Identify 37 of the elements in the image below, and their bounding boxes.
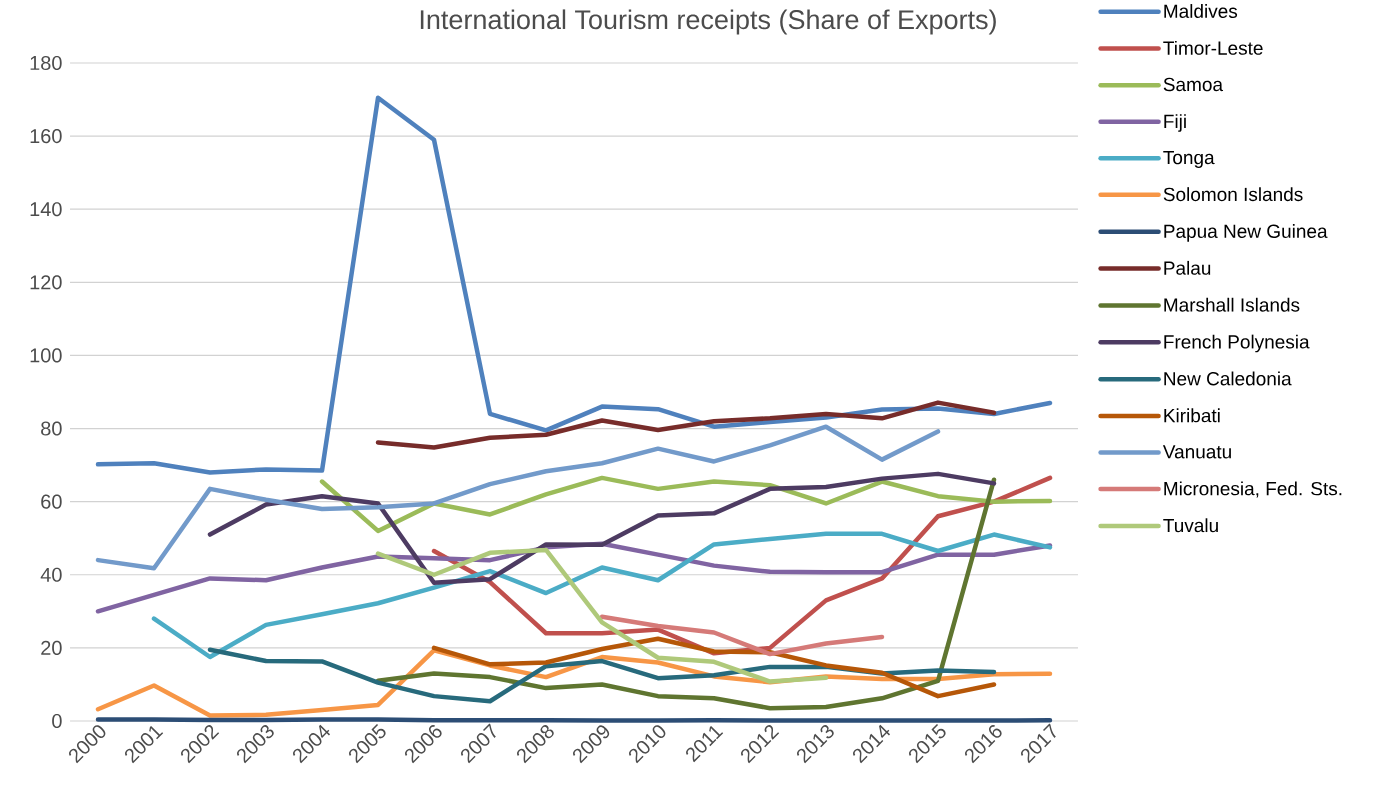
y-tick-label: 120	[30, 275, 62, 290]
legend-label: Samoa	[1163, 77, 1224, 92]
y-tick-label: 140	[30, 202, 62, 217]
y-tick-label: 160	[30, 129, 62, 144]
line-series	[375, 477, 997, 711]
legend-label: Palau	[1164, 260, 1211, 275]
legend-label: Vanuatu	[1162, 445, 1231, 459]
y-tick-label: 100	[30, 348, 62, 363]
legend-label: Tuvalu	[1163, 518, 1218, 533]
legend-label: Fiji	[1164, 114, 1186, 132]
legend-label: French Polynesia	[1164, 334, 1310, 353]
y-tick-label: 0	[52, 713, 62, 729]
line-series	[95, 424, 941, 571]
legend-label: Kiribati	[1164, 408, 1220, 423]
chart-title: International Tourism receipts (Share of Exports)	[420, 9, 996, 35]
line-series	[207, 647, 997, 704]
legend-label: Micronesia, Fed. Sts.	[1164, 481, 1342, 498]
y-tick-label: 40	[40, 567, 62, 582]
legend-label: Tonga	[1163, 151, 1215, 169]
line-series	[599, 614, 885, 657]
line-series	[431, 636, 997, 699]
line-series	[375, 547, 829, 684]
line-series	[207, 471, 997, 586]
line-series	[95, 95, 1053, 475]
legend-label: Papua New Guinea	[1164, 224, 1328, 242]
y-tick-label: 60	[41, 494, 62, 509]
legend-label: Solomon Islands	[1163, 187, 1303, 202]
y-tick-label: 80	[41, 421, 62, 436]
legend-label: Timor-Leste	[1163, 40, 1263, 55]
line-series	[151, 531, 1053, 660]
line-series	[375, 400, 997, 450]
legend-label: Marshall Islands	[1164, 297, 1300, 312]
line-series	[319, 475, 1053, 534]
legend-label: Maldives	[1164, 4, 1238, 18]
y-tick-label: 20	[41, 640, 62, 655]
y-tick-label: 180	[30, 55, 62, 71]
legend-label: New Caledonia	[1164, 371, 1292, 386]
